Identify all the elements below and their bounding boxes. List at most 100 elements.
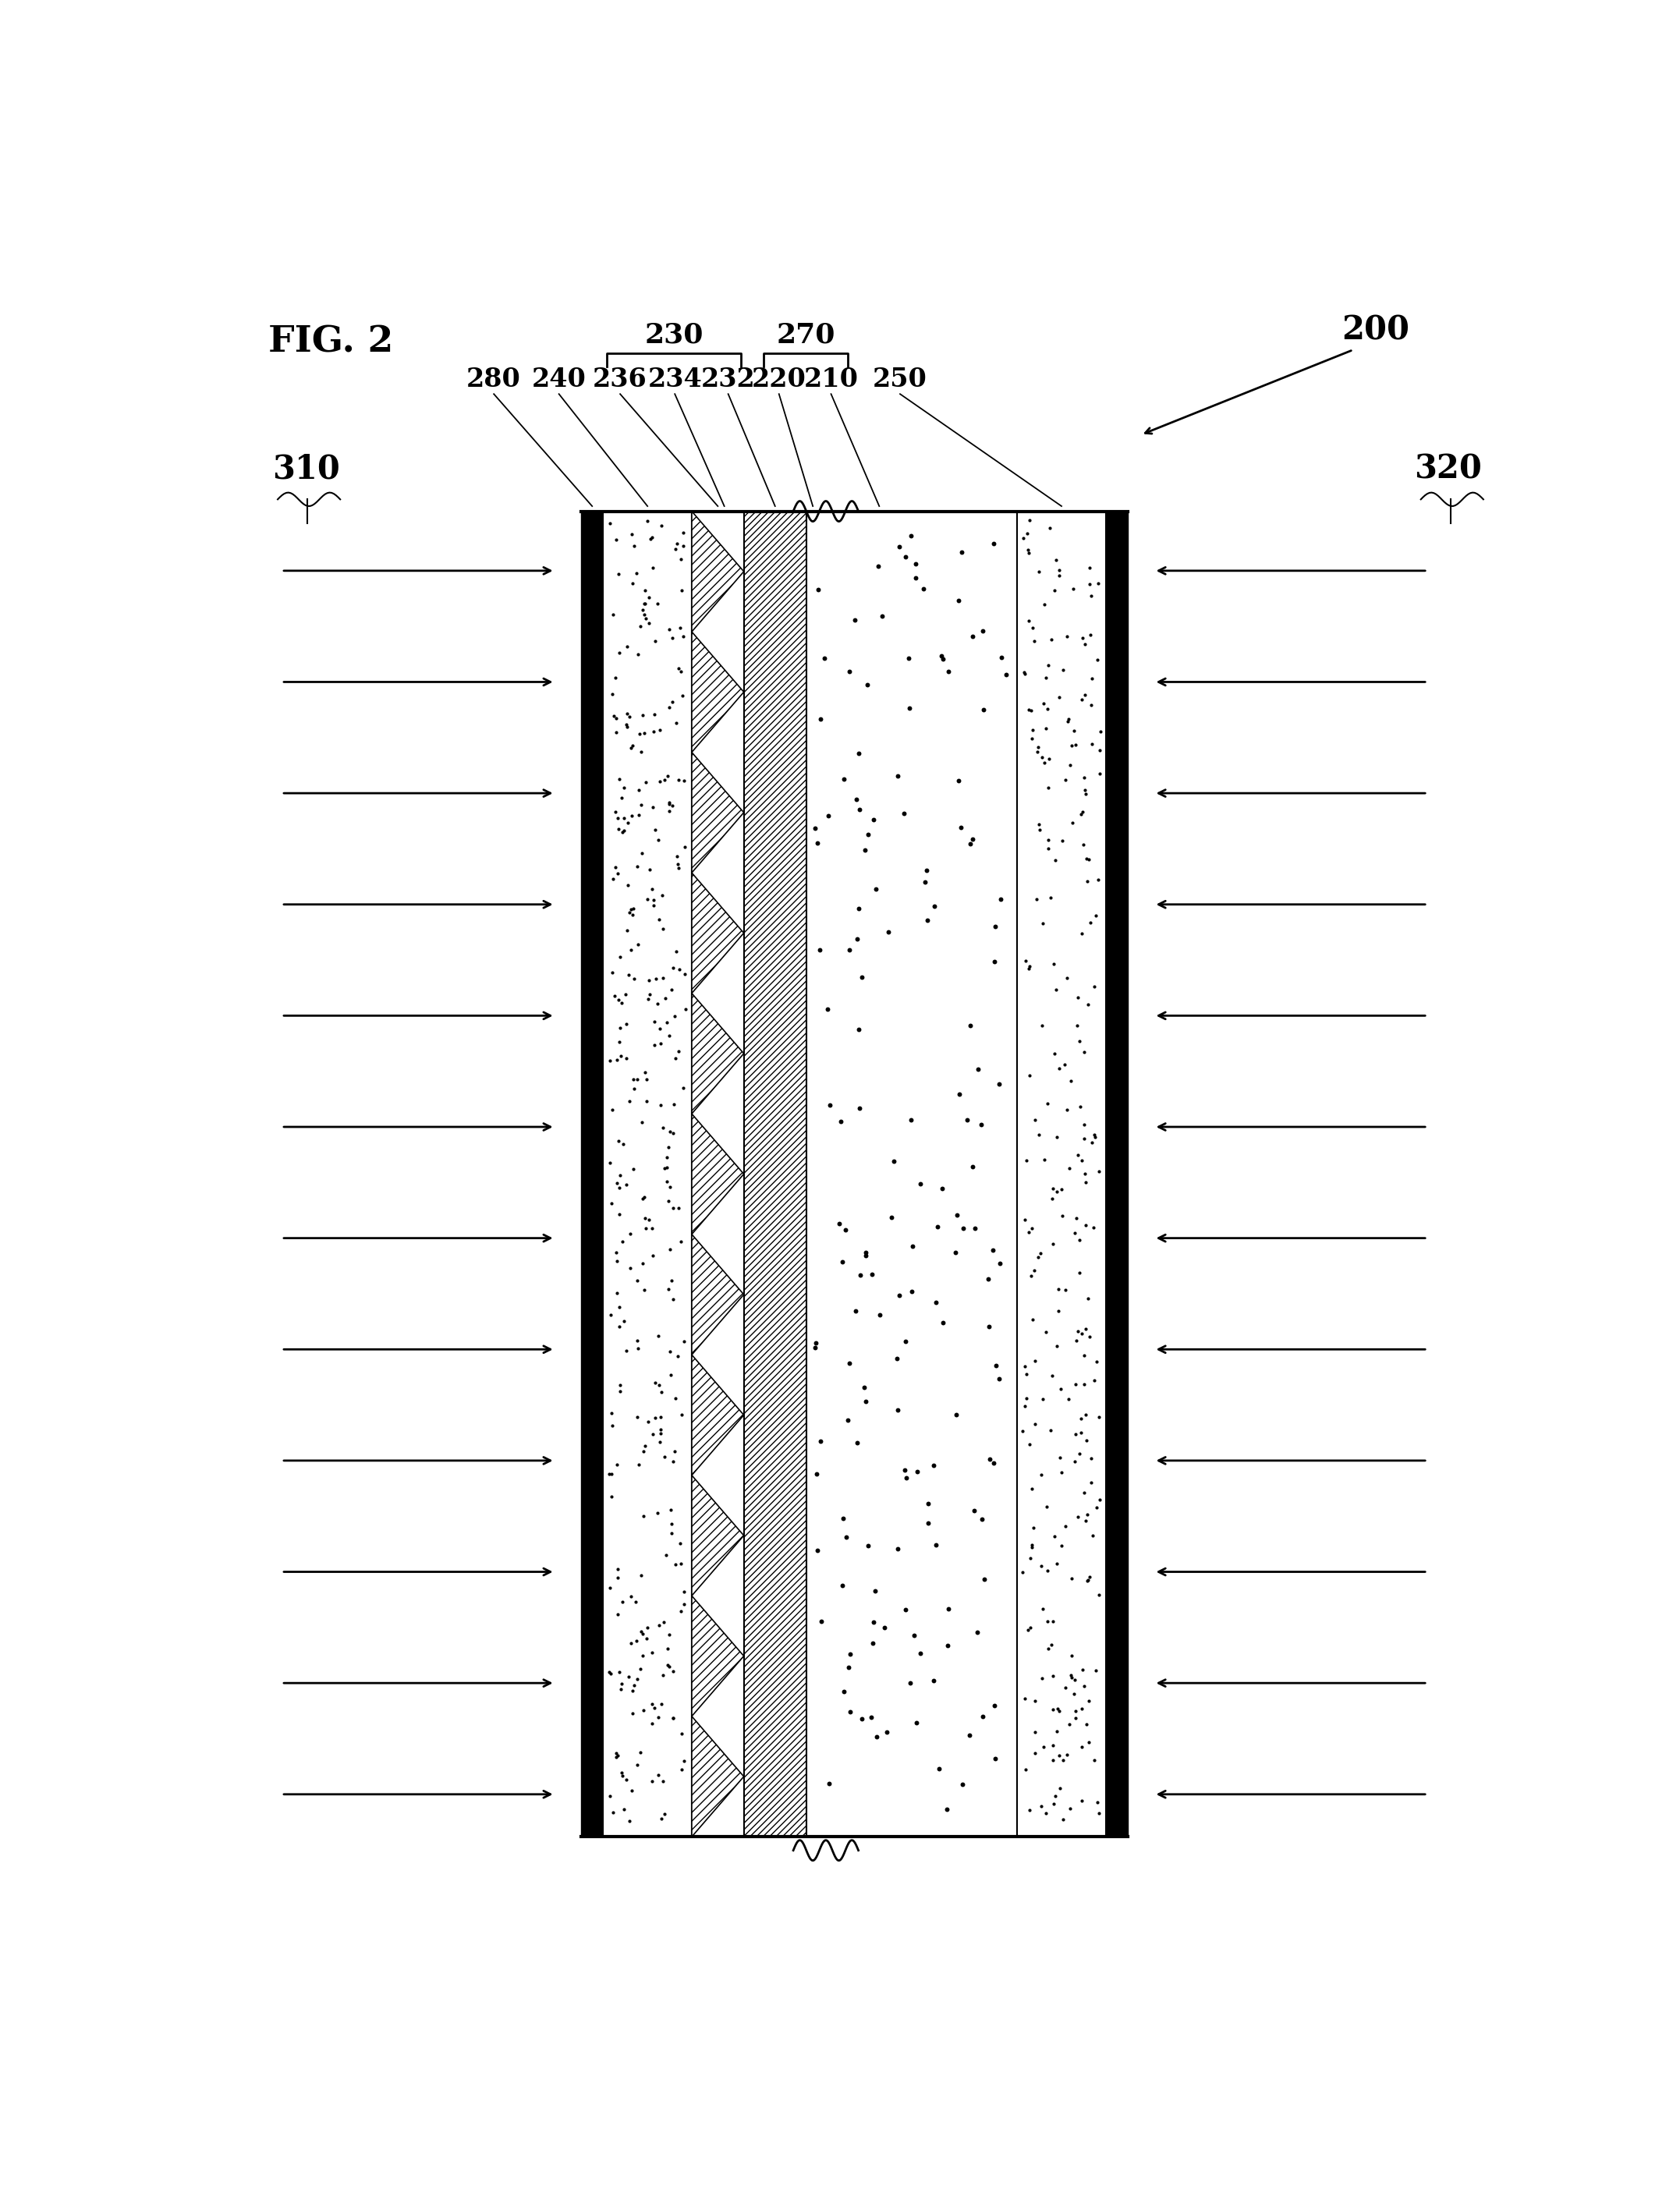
Point	[627, 1735, 654, 1770]
Point	[1084, 1490, 1110, 1525]
Bar	[806, 512, 1018, 1836]
Point	[981, 945, 1008, 980]
Point	[1010, 1415, 1037, 1450]
Point	[625, 638, 652, 673]
Point	[1084, 642, 1110, 678]
Point	[647, 1415, 674, 1450]
Point	[638, 1763, 665, 1799]
Point	[1033, 1490, 1060, 1525]
Point	[620, 1695, 647, 1730]
Point	[830, 1501, 857, 1536]
Point	[959, 618, 986, 653]
Point	[628, 1613, 655, 1649]
Point	[1021, 1406, 1048, 1441]
Point	[1068, 1651, 1095, 1686]
Point	[1011, 655, 1038, 691]
Point	[667, 1525, 694, 1560]
Point	[853, 1234, 880, 1269]
Point	[830, 761, 857, 797]
Point	[665, 850, 692, 885]
Point	[1077, 1320, 1104, 1355]
Point	[1047, 558, 1074, 594]
Point	[1068, 1143, 1095, 1179]
Text: FIG. 2: FIG. 2	[269, 324, 393, 360]
Point	[1075, 1726, 1102, 1761]
Point	[874, 1715, 900, 1750]
Point	[860, 801, 887, 836]
Point	[855, 1527, 882, 1563]
Point	[969, 614, 996, 649]
Point	[620, 1062, 647, 1097]
Point	[659, 1262, 685, 1298]
Point	[648, 878, 675, 914]
Point	[858, 1699, 885, 1735]
Point	[1016, 1792, 1043, 1827]
Point	[1082, 1119, 1109, 1154]
Point	[630, 1638, 657, 1673]
Point	[650, 1604, 677, 1640]
Point	[1023, 881, 1050, 916]
Point	[1025, 554, 1052, 589]
Point	[660, 1443, 687, 1479]
Point	[1063, 1313, 1090, 1348]
Point	[660, 1699, 687, 1735]
Point	[979, 1232, 1006, 1267]
Point	[665, 764, 692, 799]
Point	[803, 1532, 830, 1567]
Point	[630, 1693, 657, 1728]
Point	[1033, 660, 1060, 695]
Point	[601, 978, 628, 1013]
Point	[1053, 960, 1080, 995]
Point	[615, 867, 642, 903]
Point	[1085, 1796, 1112, 1832]
Point	[1010, 521, 1037, 556]
Point	[875, 914, 902, 949]
Point	[1030, 1382, 1057, 1417]
Point	[1018, 1529, 1045, 1565]
Point	[632, 585, 659, 620]
Point	[610, 770, 637, 806]
Point	[867, 1298, 894, 1333]
Point	[1043, 1329, 1070, 1364]
Point	[1075, 1280, 1102, 1315]
Point	[981, 909, 1008, 945]
Polygon shape	[692, 993, 744, 1115]
Point	[628, 788, 655, 823]
Point	[637, 521, 664, 556]
Point	[645, 1368, 672, 1404]
Point	[852, 832, 879, 867]
Point	[608, 1755, 635, 1790]
Point	[1053, 704, 1080, 739]
Point	[659, 1505, 685, 1540]
Point	[622, 1585, 648, 1620]
Point	[828, 1567, 855, 1602]
Point	[1038, 622, 1065, 658]
Point	[1042, 1037, 1068, 1073]
Point	[657, 786, 684, 821]
Point	[843, 923, 870, 958]
Point	[801, 1331, 828, 1366]
Point	[1057, 748, 1084, 783]
Text: 234: 234	[647, 366, 702, 393]
Point	[1025, 728, 1052, 764]
Point	[654, 1163, 680, 1198]
Point	[1072, 1397, 1099, 1432]
Point	[897, 1664, 924, 1699]
Point	[605, 1170, 632, 1205]
Point	[625, 797, 652, 832]
Point	[1057, 1150, 1084, 1185]
Point	[949, 534, 976, 569]
Point	[890, 1452, 917, 1488]
Point	[946, 764, 973, 799]
Point	[927, 638, 954, 673]
Point	[1067, 1223, 1094, 1258]
Point	[830, 1673, 857, 1708]
Point	[845, 892, 872, 927]
Point	[647, 1088, 674, 1123]
Point	[667, 541, 694, 576]
Point	[652, 1150, 679, 1185]
Point	[1053, 618, 1080, 653]
Point	[655, 1271, 682, 1307]
Point	[1062, 1699, 1089, 1735]
Point	[637, 975, 664, 1011]
